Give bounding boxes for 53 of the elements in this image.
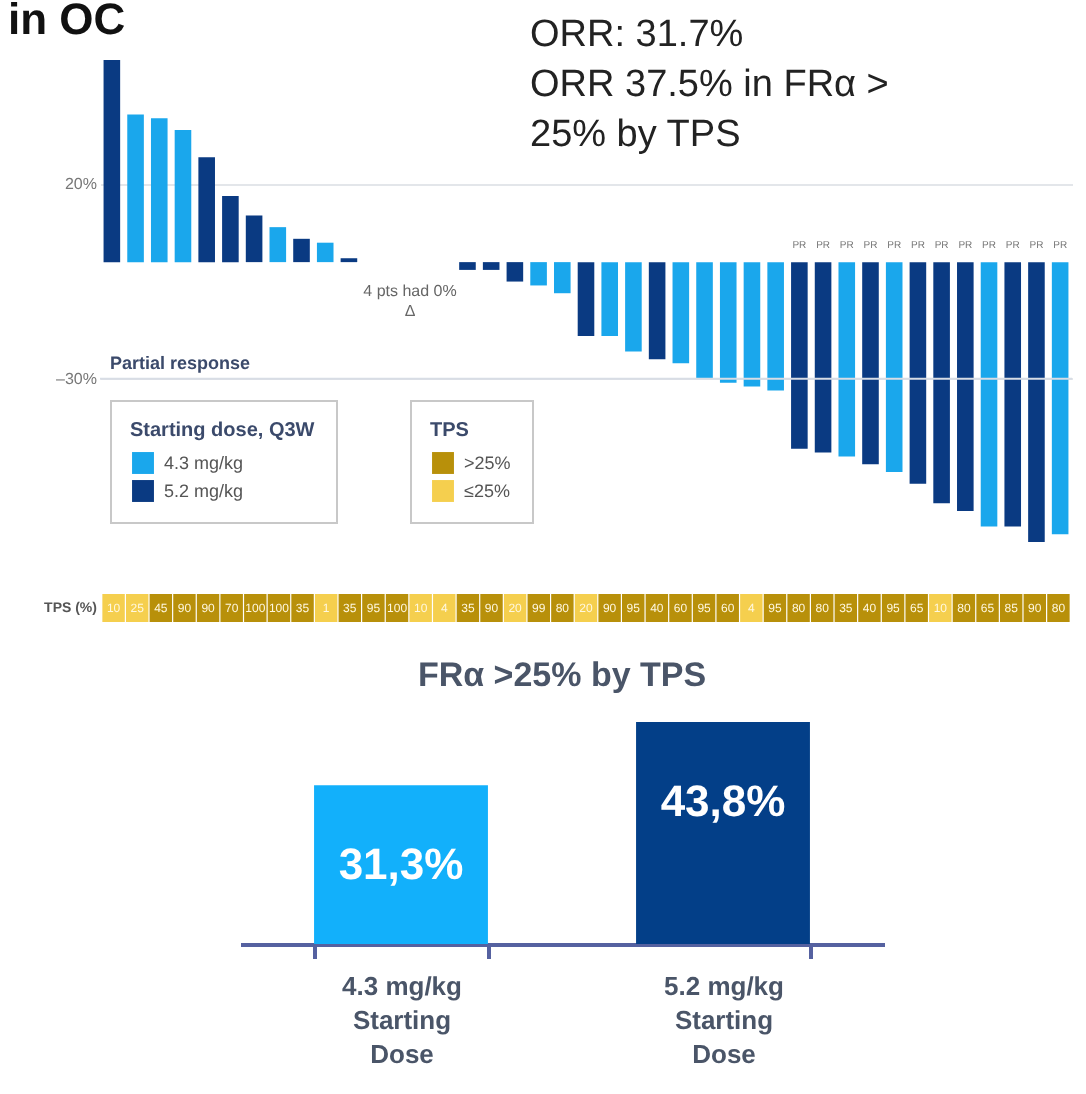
bar <box>222 196 239 263</box>
bar <box>1051 262 1069 535</box>
bar <box>245 215 263 263</box>
bar <box>554 262 571 294</box>
x-tick-label: 4.3 mg/kg Starting Dose <box>342 971 463 1069</box>
annotation: ORR: 31.7% ORR 37.5% in FRα > 25% by TPS <box>530 14 889 156</box>
bar <box>885 262 903 473</box>
bar <box>672 262 690 364</box>
bar <box>791 262 808 449</box>
bar <box>482 262 500 270</box>
bar <box>293 238 310 263</box>
bar <box>767 262 784 391</box>
data-label: 43,8% <box>660 776 786 826</box>
data-label: 31,3% <box>338 839 464 890</box>
bar <box>1004 262 1022 527</box>
legend-title: TPS <box>430 420 470 442</box>
y-tick-label: 20% <box>64 175 97 194</box>
bar <box>174 129 192 263</box>
bar <box>696 262 713 379</box>
ref-line-label: Partial response <box>110 352 251 373</box>
bar <box>625 262 642 352</box>
bar <box>1028 262 1045 542</box>
bar <box>316 242 334 263</box>
annotation: >25% <box>464 453 511 473</box>
bar <box>719 262 737 383</box>
bar <box>648 262 666 360</box>
legend-label: 5.2 mg/kg <box>164 481 244 501</box>
bar <box>909 262 927 484</box>
bar <box>862 262 879 465</box>
annotation: 4 pts had 0% Δ <box>363 282 457 320</box>
bar <box>269 227 287 263</box>
bar <box>814 262 832 453</box>
bar <box>198 157 215 263</box>
x-tick-label: 5.2 mg/kg Starting Dose <box>664 971 785 1069</box>
bar <box>506 262 524 282</box>
chart-title: FRα >25% by TPS <box>417 656 707 694</box>
chart-title: in OC <box>8 0 126 44</box>
bar <box>980 262 998 527</box>
bar <box>150 118 168 263</box>
bar <box>577 262 595 336</box>
legend-title: Starting dose, Q3W <box>130 420 316 442</box>
bar <box>127 114 144 263</box>
bar <box>103 60 121 263</box>
bar <box>459 262 476 270</box>
bar <box>957 262 974 511</box>
annotation: ≤25% <box>464 481 510 501</box>
legend-label: 4.3 mg/kg <box>164 453 244 473</box>
bar <box>601 262 618 336</box>
bar <box>530 262 547 286</box>
y-tick-label: –30% <box>56 369 97 388</box>
bar <box>743 262 761 387</box>
bar <box>933 262 950 504</box>
bar <box>838 262 856 457</box>
